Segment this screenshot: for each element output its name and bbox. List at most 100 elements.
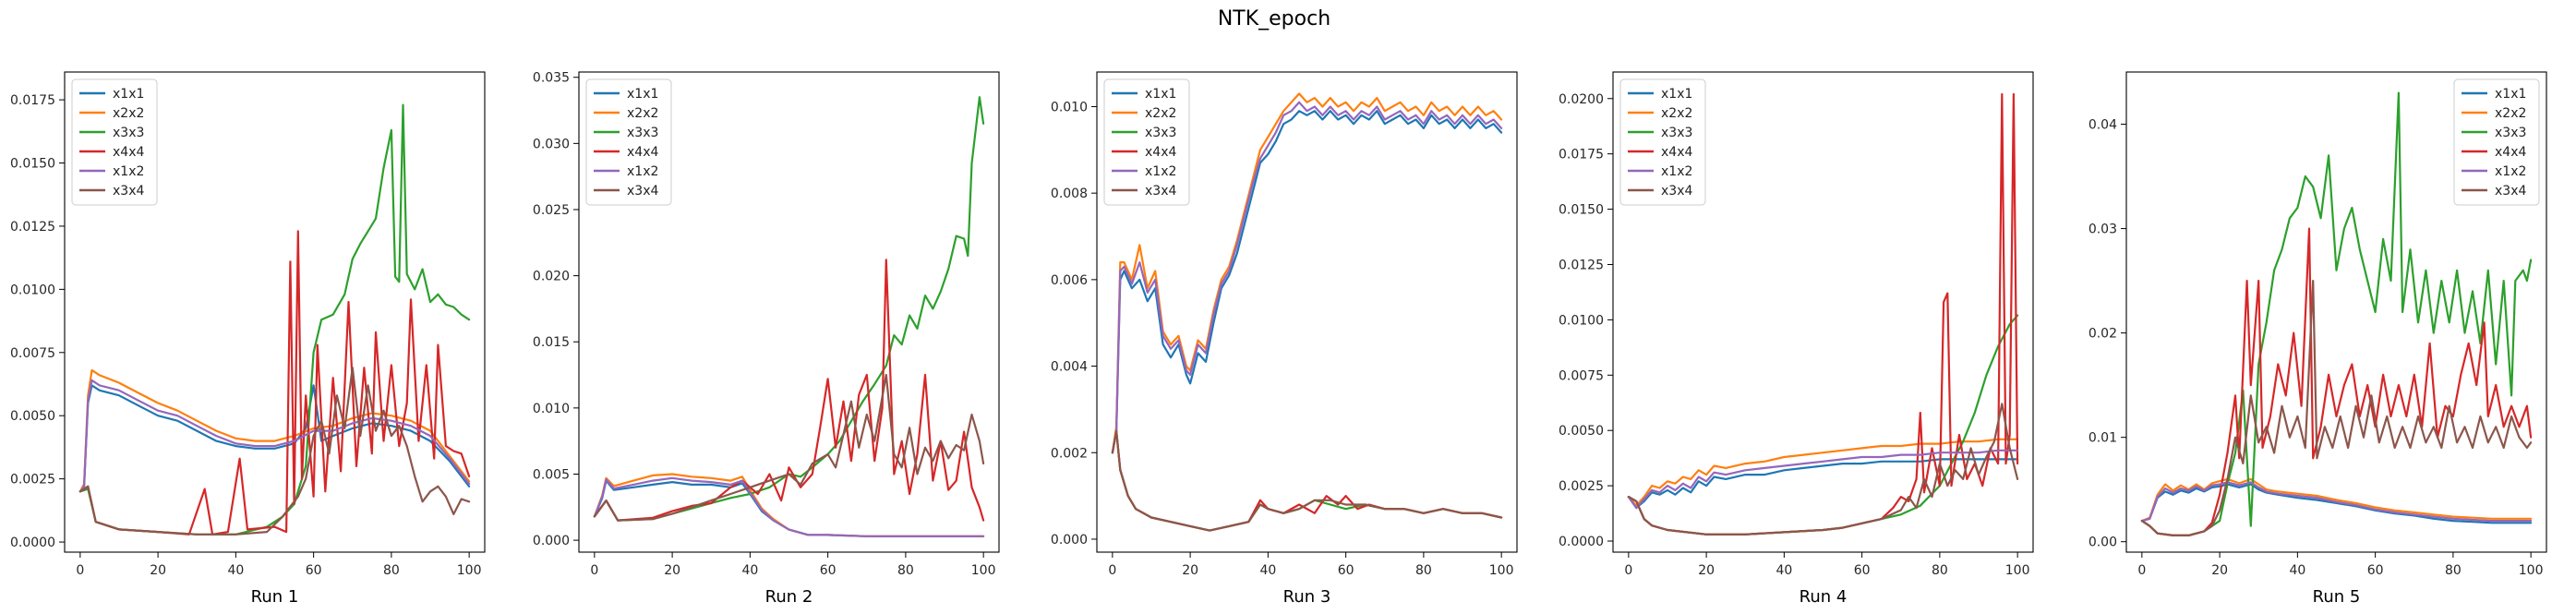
y-tick-label: 0.002: [1051, 446, 1088, 461]
y-tick-label: 0.02: [2088, 327, 2117, 342]
y-tick-label: 0.006: [1051, 273, 1088, 288]
series-line-x3x4: [593, 373, 985, 522]
x-tick-label: 80: [383, 563, 400, 578]
legend-label-x3x4: x3x4: [1661, 184, 1692, 199]
y-tick-label: 0.0050: [10, 409, 55, 424]
series-line-x3x3: [593, 96, 985, 522]
legend-label-x1x1: x1x1: [113, 87, 144, 102]
x-tick-label: 80: [2445, 563, 2462, 578]
y-tick-label: 0.000: [1051, 533, 1088, 548]
x-tick-label: 60: [1854, 563, 1871, 578]
legend-label-x3x4: x3x4: [1145, 184, 1176, 199]
series-line-x4x4: [2140, 227, 2533, 536]
x-tick-label: 40: [741, 563, 758, 578]
y-tick-label: 0.0150: [10, 157, 55, 172]
legend-label-x3x3: x3x3: [113, 126, 144, 140]
legend-label-x2x2: x2x2: [627, 106, 658, 121]
series-lines: [2140, 91, 2533, 536]
x-tick-label: 20: [150, 563, 166, 578]
x-tick-label: 20: [1698, 563, 1715, 578]
legend: x1x1 x2x2 x3x3 x4x4 x1x2 x3x4: [585, 78, 672, 206]
legend-label-x3x3: x3x3: [1145, 126, 1176, 140]
y-tick-label: 0.008: [1051, 187, 1088, 201]
series-line-x1x2: [1111, 101, 1503, 454]
y-tick-label: 0.010: [1051, 100, 1088, 114]
x-tick-label: 40: [2289, 563, 2305, 578]
x-tick-label: 100: [457, 563, 482, 578]
series-line-x3x4: [1111, 429, 1503, 532]
x-tick-label: 0: [1108, 563, 1116, 578]
series-line-x1x2: [78, 379, 471, 493]
legend-label-x2x2: x2x2: [1145, 106, 1176, 121]
subplot-run-1: 0 20 40 60 80 100 0.0000 0.0025 0.0050 0.0075 0.01…: [10, 71, 486, 607]
legend-label-x2x2: x2x2: [2495, 106, 2526, 121]
legend-label-x3x4: x3x4: [113, 184, 144, 199]
x-tick-label: 60: [1338, 563, 1354, 578]
y-tick-label: 0.0200: [1559, 92, 1604, 107]
legend-box: [1103, 78, 1190, 206]
legend-box: [2453, 78, 2540, 206]
y-tick-label: 0.0050: [1559, 424, 1604, 439]
x-axis-label: Run 2: [765, 587, 813, 607]
series-lines: [593, 96, 985, 537]
legend-label-x4x4: x4x4: [2495, 145, 2526, 160]
series-line-x4x4: [78, 230, 471, 536]
y-tick-label: 0.0125: [10, 220, 55, 235]
legend-label-x4x4: x4x4: [627, 145, 658, 160]
legend: x1x1 x2x2 x3x3 x4x4 x1x2 x3x4: [2453, 78, 2540, 206]
series-line-x3x4: [2140, 280, 2533, 536]
subplot-run-5: 0 20 40 60 80 100 0.00 0.01 0.02 0.03 0.04 Run 5 x1x…: [2088, 71, 2547, 607]
series-line-x1x1: [1111, 110, 1503, 454]
y-tick-label: 0.0100: [1559, 313, 1604, 328]
x-tick-label: 40: [227, 563, 244, 578]
legend-label-x3x4: x3x4: [627, 184, 658, 199]
y-tick-label: 0.0100: [10, 283, 55, 297]
x-tick-label: 100: [1489, 563, 1514, 578]
y-tick-label: 0.000: [533, 534, 570, 548]
axes-frame: [578, 71, 1000, 553]
y-tick-label: 0.005: [533, 467, 570, 482]
y-tick-label: 0.0000: [1559, 535, 1604, 549]
legend-box: [1619, 78, 1706, 206]
legend-label-x1x2: x1x2: [113, 164, 144, 179]
axes-frame: [64, 71, 486, 553]
legend-label-x1x1: x1x1: [2495, 87, 2526, 102]
y-tick-label: 0.04: [2088, 118, 2117, 133]
series-line-x3x4: [1627, 403, 2019, 536]
y-tick-label: 0.0025: [10, 473, 55, 488]
x-tick-label: 80: [1932, 563, 1948, 578]
y-tick-label: 0.004: [1051, 360, 1088, 375]
legend-label-x1x2: x1x2: [1145, 164, 1176, 179]
y-tick-label: 0.03: [2088, 223, 2117, 237]
legend-box: [71, 78, 158, 206]
legend-label-x2x2: x2x2: [113, 106, 144, 121]
x-axis-label: Run 3: [1283, 587, 1331, 607]
x-tick-label: 100: [971, 563, 996, 578]
legend-label-x2x2: x2x2: [1661, 106, 1692, 121]
series-line-x2x2: [78, 368, 471, 493]
series-lines: [1111, 92, 1503, 532]
x-tick-label: 100: [2005, 563, 2030, 578]
y-tick-label: 0.035: [533, 71, 570, 86]
x-axis-label: Run 1: [251, 587, 299, 607]
x-tick-label: 40: [1776, 563, 1792, 578]
legend: x1x1 x2x2 x3x3 x4x4 x1x2 x3x4: [1103, 78, 1190, 206]
legend-label-x4x4: x4x4: [1661, 145, 1692, 160]
axes-frame: [2125, 71, 2547, 553]
x-tick-label: 80: [1415, 563, 1432, 578]
x-tick-label: 20: [664, 563, 680, 578]
x-tick-label: 60: [306, 563, 322, 578]
x-axis-label: Run 5: [2313, 587, 2361, 607]
y-tick-label: 0.0000: [10, 536, 55, 550]
subplot-run-3: 0 20 40 60 80 100 0.000 0.002 0.004 0.006 0.008 0.0…: [1051, 71, 1518, 607]
series-line-x3x3: [2140, 91, 2533, 536]
series-lines: [78, 103, 471, 536]
y-tick-label: 0.020: [533, 270, 570, 284]
legend: x1x1 x2x2 x3x3 x4x4 x1x2 x3x4: [1619, 78, 1706, 206]
legend-label-x3x3: x3x3: [627, 126, 658, 140]
axes-frame: [1612, 71, 2034, 553]
y-tick-label: 0.0075: [1559, 368, 1604, 383]
figure-title: NTK_epoch: [1218, 7, 1330, 30]
series-line-x2x2: [1627, 438, 2019, 507]
